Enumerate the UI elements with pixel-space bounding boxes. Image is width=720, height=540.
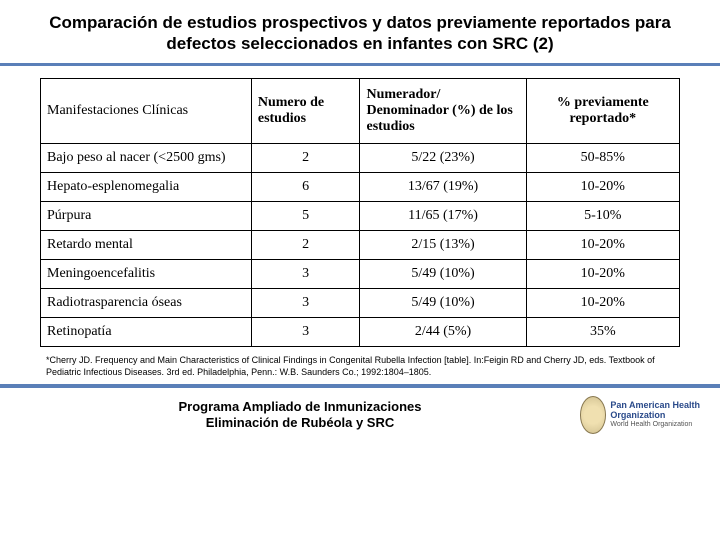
logo-text: Pan American Health Organization World H… [610, 401, 710, 428]
cell-manifestacion: Radiotrasparencia óseas [41, 289, 252, 318]
footer-line2: Eliminación de Rubéola y SRC [80, 415, 520, 431]
col-header-numerador: Numerador/ Denominador (%) de los estudi… [360, 78, 526, 143]
cell-numerador: 5/49 (10%) [360, 260, 526, 289]
cell-previamente: 10-20% [526, 231, 679, 260]
cell-manifestacion: Bajo peso al nacer (<2500 gms) [41, 143, 252, 172]
col-header-numero: Numero de estudios [251, 78, 360, 143]
table-container: Manifestaciones Clínicas Numero de estud… [0, 66, 720, 352]
logo-org2: World Health Organization [610, 421, 710, 428]
footnote-text: *Cherry JD. Frequency and Main Character… [0, 351, 720, 380]
footer-bar: Programa Ampliado de Inmunizaciones Elim… [0, 394, 720, 436]
logo-org1: Pan American Health Organization [610, 400, 700, 419]
cell-numerador: 13/67 (19%) [360, 172, 526, 201]
cell-numero: 3 [251, 289, 360, 318]
cell-manifestacion: Hepato-esplenomegalia [41, 172, 252, 201]
cell-previamente: 50-85% [526, 143, 679, 172]
table-row: Radiotrasparencia óseas 3 5/49 (10%) 10-… [41, 289, 680, 318]
cell-numero: 2 [251, 231, 360, 260]
table-row: Retardo mental 2 2/15 (13%) 10-20% [41, 231, 680, 260]
footer-line1: Programa Ampliado de Inmunizaciones [80, 399, 520, 415]
paho-logo: Pan American Health Organization World H… [580, 394, 710, 436]
footer-program-text: Programa Ampliado de Inmunizaciones Elim… [80, 399, 580, 430]
cell-numero: 3 [251, 260, 360, 289]
table-body: Bajo peso al nacer (<2500 gms) 2 5/22 (2… [41, 143, 680, 347]
footer-divider [0, 384, 720, 388]
cell-previamente: 10-20% [526, 172, 679, 201]
col-header-manifestaciones: Manifestaciones Clínicas [41, 78, 252, 143]
cell-manifestacion: Meningoencefalitis [41, 260, 252, 289]
data-table: Manifestaciones Clínicas Numero de estud… [40, 78, 680, 348]
table-row: Hepato-esplenomegalia 6 13/67 (19%) 10-2… [41, 172, 680, 201]
cell-manifestacion: Púrpura [41, 201, 252, 230]
cell-previamente: 10-20% [526, 260, 679, 289]
cell-numerador: 11/65 (17%) [360, 201, 526, 230]
cell-numero: 2 [251, 143, 360, 172]
table-row: Retinopatía 3 2/44 (5%) 35% [41, 318, 680, 347]
cell-numerador: 2/44 (5%) [360, 318, 526, 347]
table-header-row: Manifestaciones Clínicas Numero de estud… [41, 78, 680, 143]
table-row: Meningoencefalitis 3 5/49 (10%) 10-20% [41, 260, 680, 289]
cell-numero: 5 [251, 201, 360, 230]
cell-numero: 3 [251, 318, 360, 347]
col-header-previamente: % previamente reportado* [526, 78, 679, 143]
cell-numero: 6 [251, 172, 360, 201]
table-row: Bajo peso al nacer (<2500 gms) 2 5/22 (2… [41, 143, 680, 172]
cell-numerador: 5/49 (10%) [360, 289, 526, 318]
cell-previamente: 35% [526, 318, 679, 347]
cell-numerador: 5/22 (23%) [360, 143, 526, 172]
table-row: Púrpura 5 11/65 (17%) 5-10% [41, 201, 680, 230]
cell-manifestacion: Retinopatía [41, 318, 252, 347]
cell-previamente: 5-10% [526, 201, 679, 230]
cell-manifestacion: Retardo mental [41, 231, 252, 260]
cell-previamente: 10-20% [526, 289, 679, 318]
slide-title: Comparación de estudios prospectivos y d… [0, 0, 720, 61]
cell-numerador: 2/15 (13%) [360, 231, 526, 260]
paho-emblem-icon [580, 396, 606, 434]
